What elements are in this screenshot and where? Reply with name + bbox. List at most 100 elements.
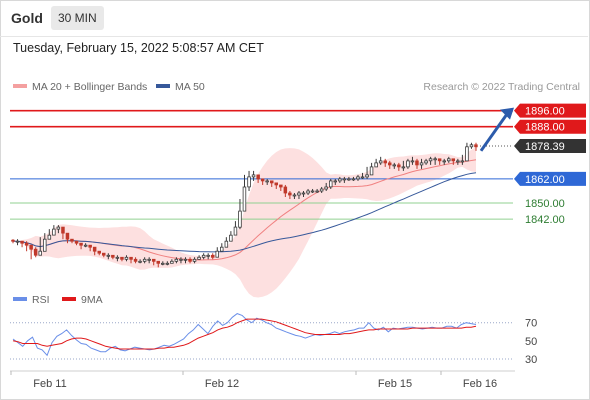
candle [215, 247, 219, 258]
candle [20, 240, 24, 248]
candle [365, 166, 369, 179]
candle [29, 244, 33, 260]
candle-body [165, 262, 170, 265]
x-tick-label: Feb 15 [378, 378, 412, 390]
candle [360, 172, 365, 179]
candle [406, 158, 410, 169]
candle-body [247, 176, 251, 188]
candle [319, 186, 324, 193]
candle-body [283, 186, 288, 194]
candle-body [288, 192, 292, 196]
rsi-tick-label: 50 [525, 336, 537, 348]
timeframe-badge[interactable]: 30 MIN [51, 6, 104, 30]
candle-body [428, 158, 433, 162]
candle [383, 158, 387, 167]
candle [238, 199, 242, 230]
candle-body [183, 258, 188, 261]
candle-body [446, 158, 451, 162]
candle-body [419, 162, 424, 166]
candle [419, 158, 424, 169]
candle [433, 156, 437, 165]
candle [188, 257, 192, 264]
pivot-level-tag: 1862.00 [514, 171, 586, 186]
candle-body [74, 240, 79, 244]
candle-body [120, 256, 124, 260]
candle-body [437, 158, 442, 162]
candle-body [210, 254, 215, 258]
candle-body [129, 256, 133, 260]
candle [301, 190, 306, 198]
ma20-legend-label: MA 20 + Bollinger Bands [32, 81, 147, 93]
current-tag-label: 1878.39 [525, 141, 565, 153]
candle [451, 158, 455, 165]
candle [111, 254, 115, 260]
candle-body [151, 258, 156, 262]
resistance-tag-label: 1888.00 [525, 122, 565, 134]
candle-body [392, 164, 396, 167]
candle [474, 142, 478, 151]
current-tag-bg [514, 139, 586, 154]
rsi-tick-label: 70 [525, 318, 537, 330]
candle [74, 240, 79, 246]
candle [83, 243, 88, 248]
resistance-tag-bg [514, 119, 586, 134]
candle [47, 229, 52, 240]
candle-body [328, 180, 333, 188]
support-level-label: 1842.00 [525, 214, 565, 226]
candle [124, 255, 129, 262]
candle [424, 158, 428, 165]
rsi-ma-legend-swatch [62, 297, 76, 301]
candle-body [61, 226, 65, 234]
candle [347, 176, 351, 181]
candle [106, 253, 111, 260]
candle [283, 184, 288, 198]
candle-body [47, 234, 52, 240]
candle [338, 176, 342, 183]
candle-body [351, 178, 356, 181]
candle-body [65, 232, 70, 240]
candle-body [251, 174, 256, 178]
candle [115, 255, 120, 262]
candle-body [274, 182, 278, 186]
x-tick-label: Feb 12 [205, 378, 239, 390]
candle [442, 158, 446, 165]
candle [174, 257, 179, 264]
candle-body [369, 166, 374, 176]
candle [138, 259, 142, 264]
candle [315, 188, 319, 193]
candle [133, 257, 138, 264]
rsi-ma-legend-label: 9MA [81, 294, 103, 306]
candle-body [383, 160, 387, 164]
candle-body [297, 192, 301, 196]
candle [310, 188, 315, 193]
candle-body [160, 262, 165, 265]
candle-body [333, 180, 337, 183]
candle [142, 257, 147, 264]
candle-body [83, 244, 88, 247]
candle [242, 174, 247, 212]
candle [38, 237, 43, 256]
candle-body [43, 238, 47, 252]
candle [11, 239, 15, 244]
candle-body [79, 242, 83, 246]
candle [469, 142, 474, 149]
candle-body [410, 160, 415, 163]
candle-body [179, 258, 183, 261]
candle-body [197, 256, 201, 260]
candle [183, 257, 188, 264]
candle-body [342, 178, 347, 181]
candle [120, 256, 124, 262]
candle-body [397, 164, 401, 168]
rsi-ma-line [12, 318, 477, 350]
candle [160, 261, 165, 266]
candle [179, 257, 183, 264]
candle [56, 225, 61, 234]
candle [233, 221, 238, 236]
candle [33, 247, 38, 258]
candle-body [256, 174, 260, 180]
candle-body [201, 254, 206, 258]
candle [415, 158, 419, 169]
candle-body [406, 160, 410, 168]
candle-body [142, 258, 147, 262]
